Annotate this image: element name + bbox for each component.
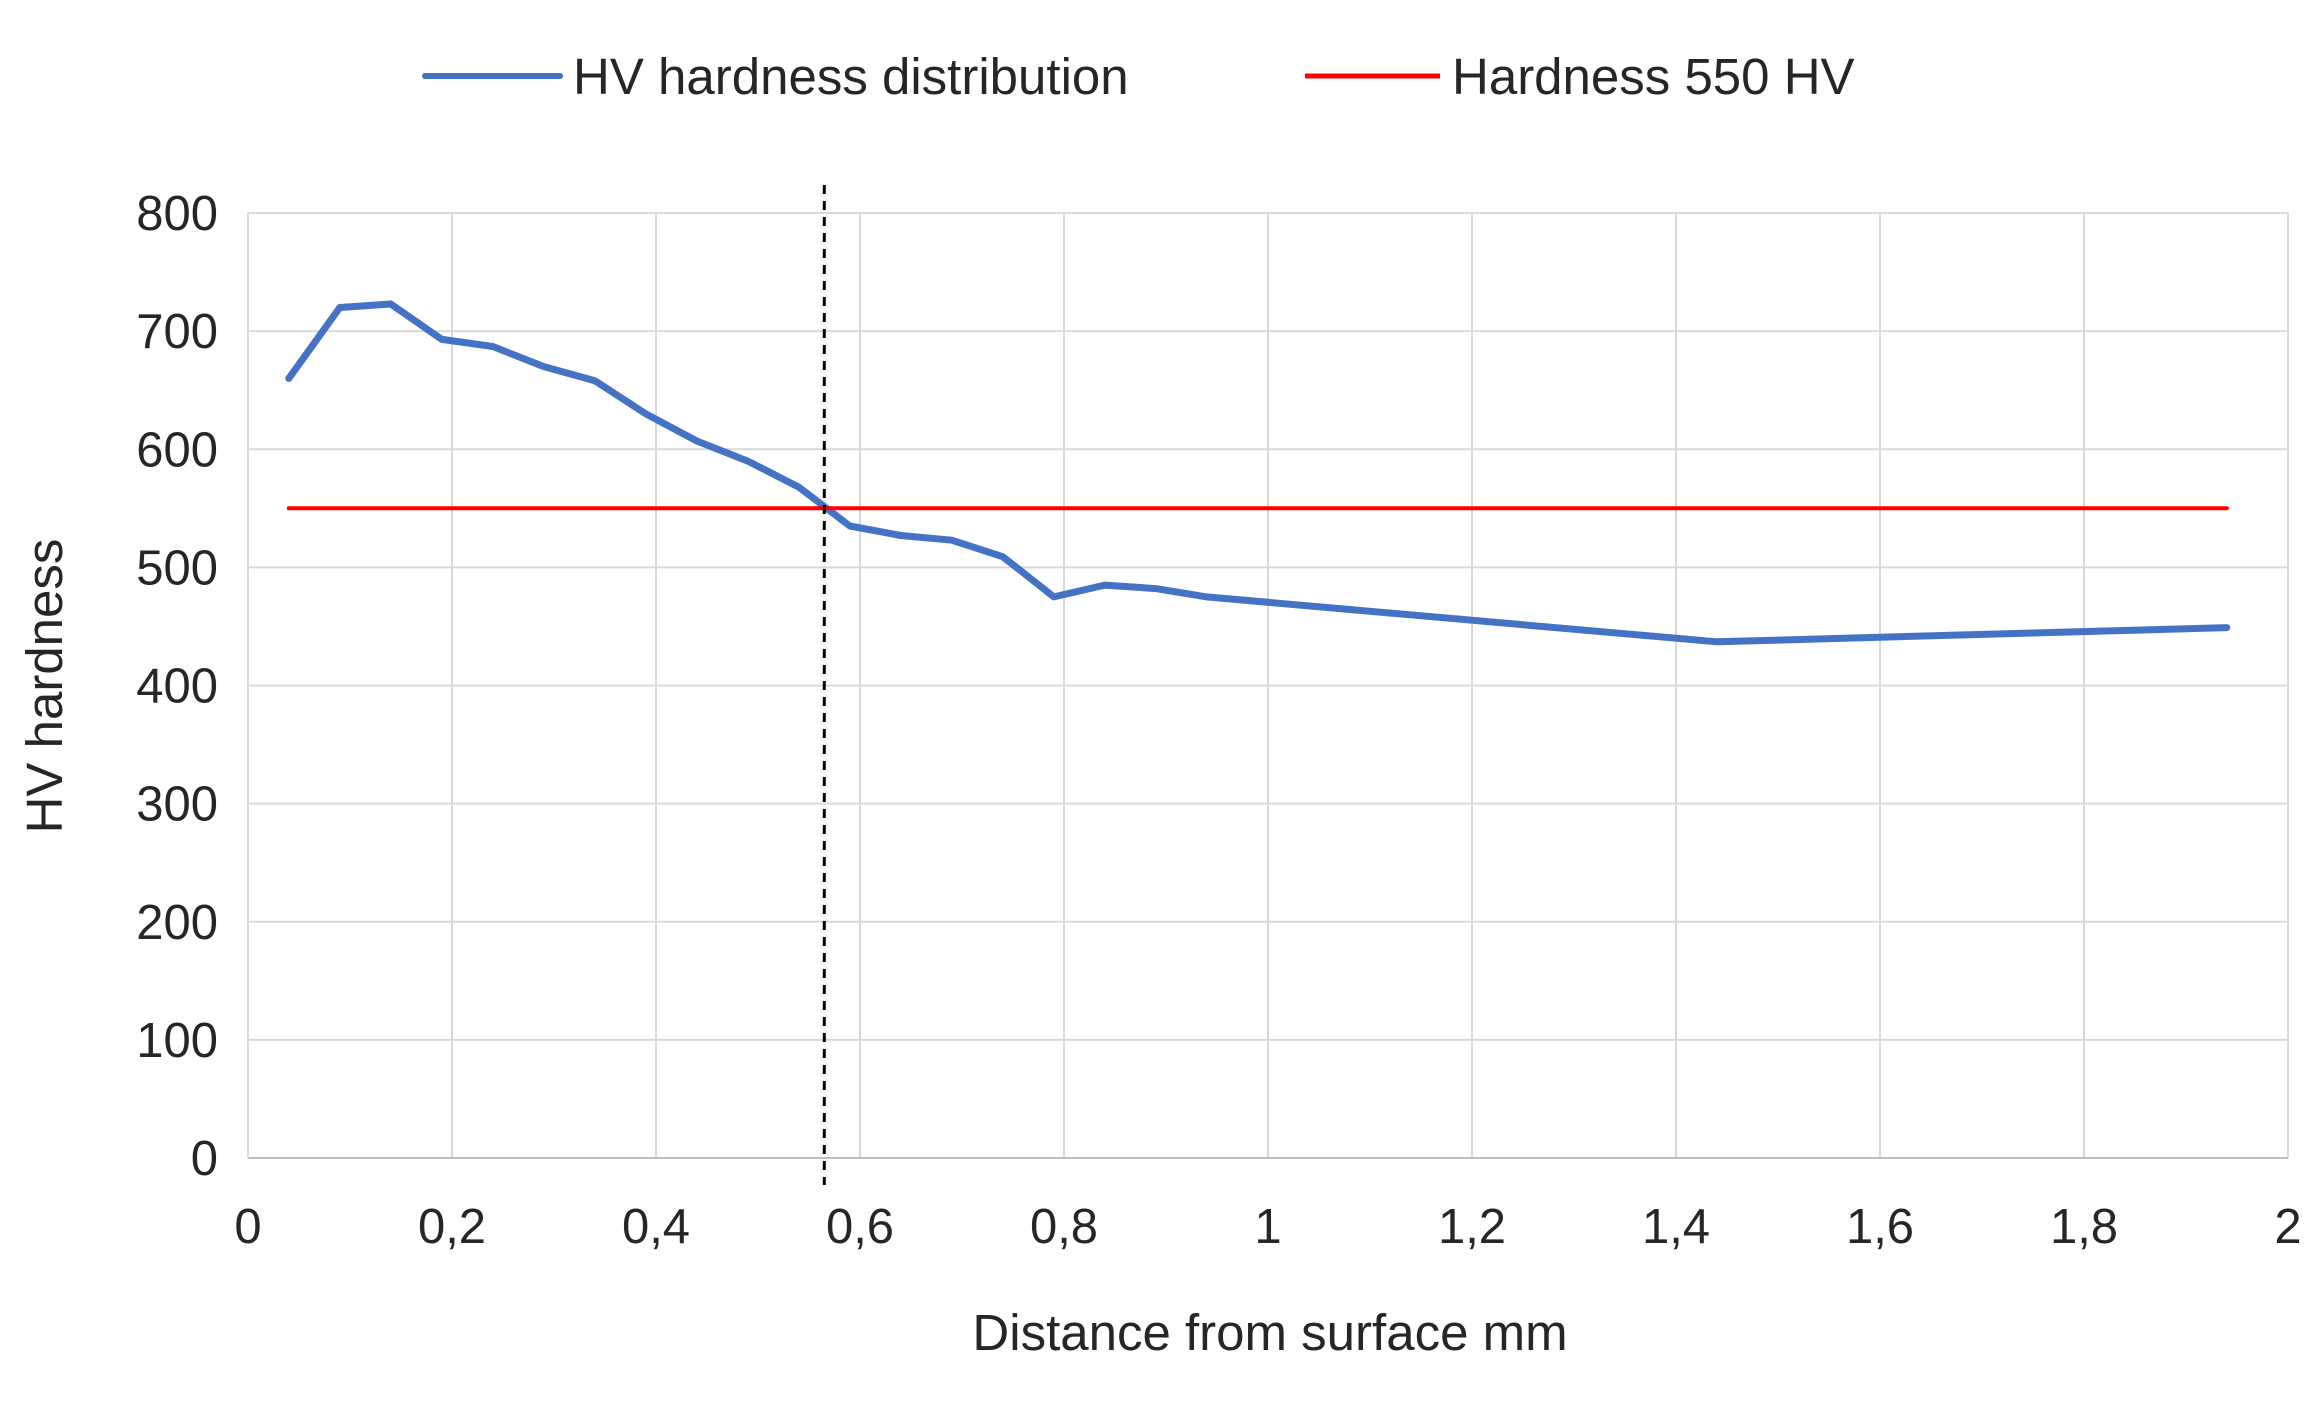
x-tick-label-10: 2 (2274, 1200, 2301, 1254)
y-tick-label-200: 200 (136, 896, 218, 950)
x-tick-label-3: 0,6 (826, 1200, 894, 1254)
x-tick-label-9: 1,8 (2050, 1200, 2118, 1254)
x-tick-label-6: 1,2 (1438, 1200, 1506, 1254)
y-tick-label-500: 500 (136, 541, 218, 595)
y-tick-label-800: 800 (136, 187, 218, 241)
legend: HV hardness distribution Hardness 550 HV (422, 48, 1855, 105)
x-tick-label-7: 1,4 (1642, 1200, 1710, 1254)
y-tick-label-0: 0 (191, 1132, 218, 1186)
y-tick-label-400: 400 (136, 660, 218, 714)
x-axis-title: Distance from surface mm (972, 1304, 1567, 1361)
x-tick-label-2: 0,4 (622, 1200, 690, 1254)
legend-label-hv-hardness-distribution: HV hardness distribution (573, 48, 1129, 105)
series (285, 300, 2231, 646)
y-tick-label-100: 100 (136, 1014, 218, 1068)
series-line-hv-hardness-distribution (285, 300, 2231, 646)
x-tick-label-0: 0 (234, 1200, 261, 1254)
x-tick-label-8: 1,6 (1846, 1200, 1914, 1254)
y-axis-title: HV hardness (16, 539, 73, 834)
axes (247, 213, 2288, 1159)
y-tick-label-600: 600 (136, 423, 218, 477)
x-tick-label-4: 0,8 (1030, 1200, 1098, 1254)
x-tick-label-1: 0,2 (418, 1200, 486, 1254)
tick-labels: 0 100 200 300 400 500 600 700 800 0 0,2 0,4 0,6 0,8 1 1… (136, 187, 2301, 1254)
legend-label-hardness-550-hv: Hardness 550 HV (1452, 48, 1855, 105)
y-tick-label-700: 700 (136, 305, 218, 359)
y-tick-label-300: 300 (136, 778, 218, 832)
x-tick-label-5: 1 (1254, 1200, 1281, 1254)
